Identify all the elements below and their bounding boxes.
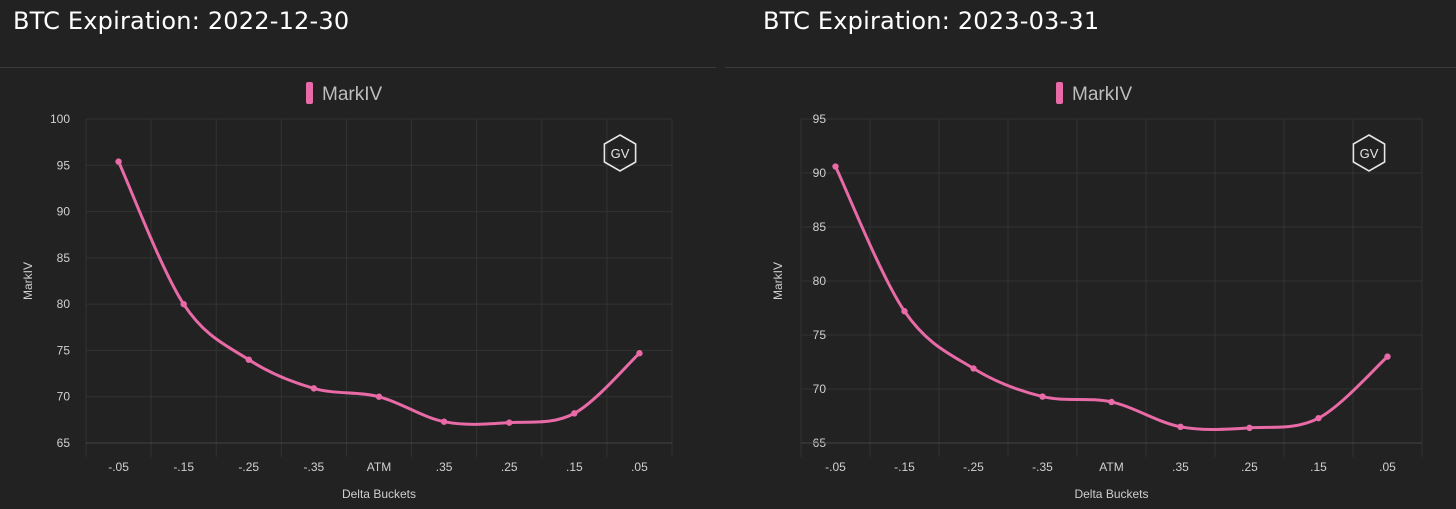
x-tick-label: .25 (501, 460, 518, 474)
data-point (115, 158, 122, 165)
x-tick-label: .35 (436, 460, 453, 474)
y-tick-label: 80 (813, 274, 827, 288)
x-tick-label: .05 (1379, 460, 1396, 474)
y-tick-label: 70 (813, 382, 827, 396)
data-point (1177, 423, 1184, 430)
x-tick-label: .35 (1172, 460, 1189, 474)
legend-swatch (1056, 82, 1063, 104)
data-point (571, 410, 578, 417)
y-tick-label: 75 (57, 343, 71, 357)
x-tick-label: -.35 (304, 460, 325, 474)
data-point (901, 308, 908, 315)
data-point (506, 419, 513, 426)
y-tick-label: 90 (57, 205, 71, 219)
x-tick-label: .15 (566, 460, 583, 474)
data-point (1108, 398, 1115, 406)
data-point (1384, 353, 1391, 360)
logo-hexagon-icon (1352, 134, 1386, 172)
x-tick-label: -.25 (238, 460, 259, 474)
x-tick-label: -.25 (963, 460, 984, 474)
x-tick-label: -.15 (173, 460, 194, 474)
y-tick-label: 90 (813, 166, 827, 180)
y-tick-label: 95 (813, 112, 827, 126)
x-tick-label: .05 (631, 460, 648, 474)
data-point (440, 418, 448, 425)
x-tick-label: -.05 (108, 460, 129, 474)
y-tick-label: 70 (57, 390, 71, 404)
chart-title: BTC Expiration: 2023-03-31 (763, 7, 1100, 35)
logo-hexagon-icon (603, 134, 637, 172)
chart-title: BTC Expiration: 2022-12-30 (13, 7, 350, 35)
line-chart: 100 95 90 85 80 75 70 65 -.05 -.15 -.25 -.35 ATM .35.… (21, 82, 673, 501)
data-point (636, 350, 643, 357)
x-axis-title: Delta Buckets (342, 487, 416, 501)
data-point (970, 365, 977, 372)
data-point (245, 356, 252, 363)
y-axis-title: MarkIV (771, 262, 785, 300)
x-tick-label: .25 (1241, 460, 1258, 474)
data-point (1039, 393, 1046, 400)
chart-panel-left: BTC Expiration: 2022-12-30 100 95 90 85 80 75… (0, 0, 716, 509)
x-tick-label: -.05 (825, 460, 846, 474)
data-point (1315, 414, 1322, 422)
x-tick-label: ATM (1099, 460, 1123, 474)
x-tick-label: .15 (1310, 460, 1327, 474)
x-axis-title: Delta Buckets (1074, 487, 1148, 501)
x-tick-label: -.15 (894, 460, 915, 474)
y-tick-label: 95 (57, 158, 71, 172)
data-point (832, 163, 839, 170)
series-line (834, 165, 1389, 432)
x-tick-label: -.35 (1032, 460, 1053, 474)
title-divider (725, 67, 1456, 68)
data-point (310, 385, 318, 392)
legend-label: MarkIV (322, 84, 383, 105)
y-axis-title: MarkIV (21, 262, 35, 300)
data-point (1246, 424, 1253, 432)
data-point (180, 300, 187, 308)
x-tick-label: ATM (367, 460, 391, 474)
logo-text: GV (611, 146, 630, 161)
legend-swatch (306, 82, 313, 104)
series-line (117, 160, 641, 426)
y-tick-label: 75 (813, 328, 827, 342)
legend-label: MarkIV (1072, 84, 1133, 105)
data-point (375, 393, 383, 400)
title-divider (0, 67, 716, 68)
y-tick-label: 65 (57, 436, 71, 450)
chart-panel-right: BTC Expiration: 2023-03-31 95 90 85 80 75 70 6… (725, 0, 1456, 509)
y-tick-label: 85 (57, 251, 71, 265)
logo-text: GV (1360, 146, 1379, 161)
y-tick-label: 80 (57, 297, 71, 311)
y-tick-label: 85 (813, 220, 827, 234)
y-tick-label: 100 (50, 112, 70, 126)
